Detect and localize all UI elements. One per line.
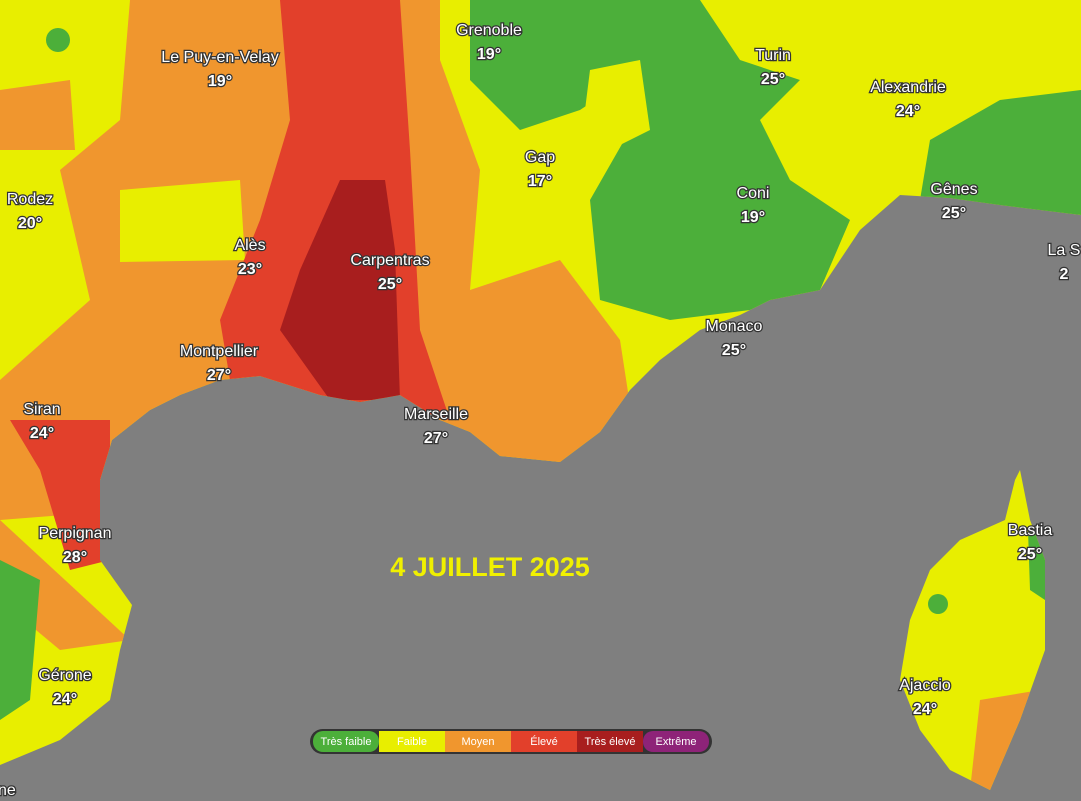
- city-name: Gênes: [930, 181, 977, 198]
- city-name: Grenoble: [456, 22, 522, 39]
- city-temp: 25°: [722, 342, 746, 359]
- city-labels: Grenoble 19° Le Puy-en-Velay 19° Turin 25° Ale…: [6, 21, 1081, 720]
- city-temp: 25°: [378, 276, 402, 293]
- city-name: La S: [1048, 242, 1081, 259]
- city-name: Alès: [234, 237, 265, 254]
- city-temp: 20°: [18, 215, 42, 232]
- legend-swatch: [313, 731, 379, 752]
- city-temp: 25°: [1018, 546, 1042, 563]
- city-name: Coni: [737, 185, 770, 202]
- legend-label: Élevé: [530, 735, 558, 748]
- city-name: Bastia: [1008, 522, 1053, 539]
- legend-label: Très faible: [321, 736, 372, 748]
- legend: Très faible Faible Moyen Élevé Très élevé Ext…: [313, 731, 709, 752]
- edge-label: ne: [0, 782, 16, 799]
- legend-swatch: [445, 731, 511, 752]
- city-temp: 24°: [896, 103, 920, 120]
- legend-label: Très élevé: [585, 736, 636, 748]
- city-name: Monaco: [706, 318, 763, 335]
- city-temp: 25°: [942, 205, 966, 222]
- city-name: Alexandrie: [870, 79, 946, 96]
- city-temp: 24°: [913, 701, 937, 718]
- city-name: Montpellier: [180, 343, 259, 360]
- city-temp: 19°: [477, 46, 501, 63]
- city-temp: 2: [1060, 266, 1069, 283]
- legend-swatch: [379, 731, 445, 752]
- city-temp: 25°: [761, 71, 785, 88]
- city-name: Siran: [23, 401, 60, 418]
- legend-label: Extrême: [656, 736, 697, 748]
- city-temp: 17°: [528, 173, 552, 190]
- legend-swatch: [511, 731, 577, 752]
- city-name: Marseille: [404, 406, 468, 423]
- city-name: Rodez: [7, 191, 53, 208]
- city-temp: 28°: [63, 549, 87, 566]
- city-name: Gap: [525, 149, 555, 166]
- city-name: Gérone: [38, 667, 91, 684]
- city-temp: 24°: [30, 425, 54, 442]
- legend-swatch: [577, 731, 643, 752]
- legend-label: Faible: [397, 736, 427, 748]
- city-temp: 27°: [424, 430, 448, 447]
- city-temp: 24°: [53, 691, 77, 708]
- city-name: Ajaccio: [899, 677, 951, 694]
- city-name: Perpignan: [39, 525, 112, 542]
- city-temp: 19°: [208, 73, 232, 90]
- legend-label: Moyen: [461, 736, 494, 748]
- city-name: Carpentras: [350, 252, 429, 269]
- city-name: Turin: [755, 47, 791, 64]
- city-name: Le Puy-en-Velay: [161, 49, 278, 66]
- legend-swatch: [643, 731, 709, 752]
- city-temp: 23°: [238, 261, 262, 278]
- date-title: 4 JUILLET 2025: [390, 552, 590, 582]
- city-temp: 19°: [741, 209, 765, 226]
- city-temp: 27°: [207, 367, 231, 384]
